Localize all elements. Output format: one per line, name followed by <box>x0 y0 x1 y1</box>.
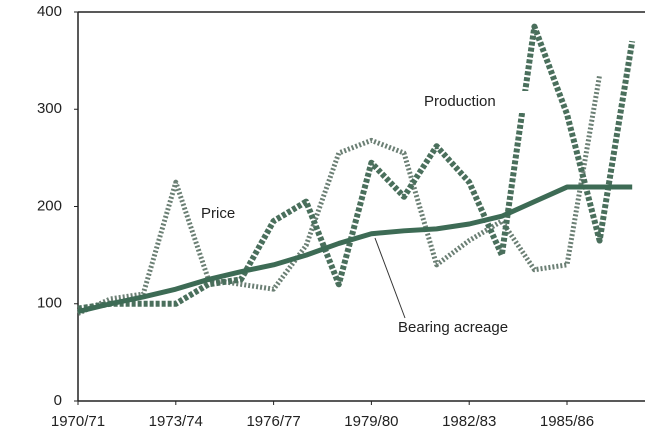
annotation: Production <box>424 93 496 110</box>
y-tick-label: 100 <box>37 295 62 312</box>
x-tick-label: 1973/74 <box>149 413 203 430</box>
annotation: Bearing acreage <box>398 319 508 336</box>
series-line <box>77 23 636 312</box>
x-tick-label: 1979/80 <box>344 413 398 430</box>
x-tick-label: 1970/71 <box>51 413 105 430</box>
y-tick-label: 200 <box>37 197 62 214</box>
annotation: Price <box>201 205 235 222</box>
series-line <box>77 184 633 314</box>
x-tick-label: 1985/86 <box>540 413 594 430</box>
y-tick-label: 0 <box>54 392 62 409</box>
leader-line <box>374 237 406 319</box>
x-tick-label: 1976/77 <box>246 413 300 430</box>
x-tick-label: 1982/83 <box>442 413 496 430</box>
y-tick-label: 400 <box>37 3 62 20</box>
label-bg <box>197 203 253 225</box>
y-tick-label: 300 <box>37 100 62 117</box>
label-bg <box>420 91 530 113</box>
